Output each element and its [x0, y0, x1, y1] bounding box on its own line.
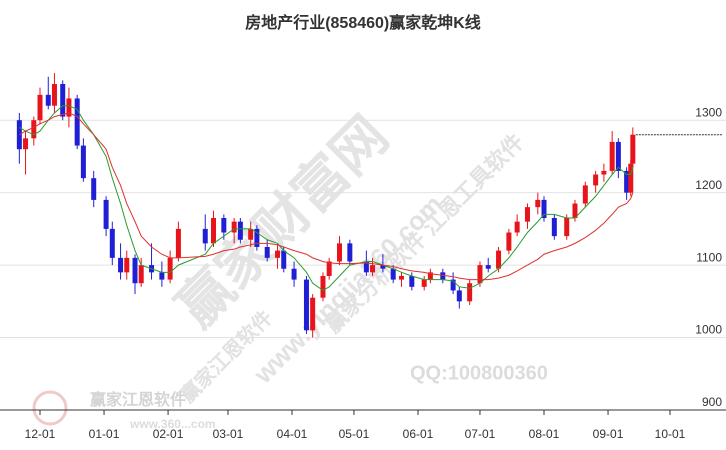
- x-tick-label: 09-01: [593, 427, 624, 441]
- candle-body: [615, 141, 621, 171]
- candle-body: [398, 275, 404, 280]
- x-tick-label: 06-01: [403, 427, 434, 441]
- candle-body: [159, 272, 165, 280]
- candle-body: [363, 261, 369, 273]
- candle-body: [211, 218, 217, 244]
- y-tick-label: 1100: [696, 250, 722, 264]
- candle-body: [31, 120, 37, 139]
- candle-body: [535, 199, 541, 208]
- y-tick-label: 900: [702, 395, 722, 409]
- ma-line: [19, 105, 634, 292]
- candle-body: [564, 218, 570, 237]
- candle-body: [380, 265, 386, 269]
- y-tick-label: 1200: [695, 178, 722, 192]
- x-tick-label: 02-01: [153, 427, 184, 441]
- candle-body: [37, 94, 43, 121]
- x-tick-label: 03-01: [213, 427, 244, 441]
- candle-body: [370, 265, 376, 273]
- candle-body: [303, 279, 309, 331]
- logo: [32, 390, 68, 426]
- candle-body: [506, 232, 512, 251]
- candle-body: [440, 272, 446, 280]
- y-tick-label: 1300: [695, 105, 722, 119]
- candle-body: [450, 279, 456, 291]
- y-tick-label: 1000: [695, 323, 722, 337]
- x-tick-label: 08-01: [529, 427, 560, 441]
- candle-body: [91, 178, 97, 200]
- candle-body: [51, 83, 57, 106]
- candle-body: [630, 134, 636, 164]
- x-tick-label: 04-01: [277, 427, 308, 441]
- candle-body: [477, 265, 483, 284]
- candle-body: [390, 268, 396, 280]
- candle-body: [237, 221, 243, 240]
- candle-body: [496, 250, 502, 269]
- candle-body: [254, 228, 260, 247]
- candle-body: [202, 228, 208, 244]
- candle-body: [601, 170, 607, 175]
- candle-body: [347, 243, 353, 262]
- x-tick-label: 12-01: [25, 427, 56, 441]
- candle-body: [167, 257, 173, 280]
- candle-body: [221, 218, 227, 233]
- candle-body: [485, 265, 491, 269]
- candle-body: [624, 170, 630, 193]
- x-tick-label: 10-01: [655, 427, 686, 441]
- candle-body: [124, 257, 130, 273]
- candle-body: [291, 268, 297, 280]
- candle-body: [320, 275, 326, 298]
- candle-body: [60, 83, 66, 117]
- candle-body: [248, 228, 254, 240]
- x-tick-label: 07-01: [465, 427, 496, 441]
- candle-body: [281, 250, 287, 269]
- x-tick-label: 05-01: [339, 427, 370, 441]
- watermark: 赢家江恩软件: [90, 390, 186, 409]
- candle-body: [628, 163, 634, 193]
- candle-body: [609, 141, 615, 171]
- watermark: QQ:100800360: [410, 362, 548, 384]
- candle-body: [118, 257, 124, 273]
- candle-body: [231, 221, 237, 233]
- candle-body: [175, 228, 181, 258]
- candle-body: [421, 279, 427, 287]
- candle-body: [551, 218, 557, 237]
- candle-body: [138, 265, 144, 284]
- candle-body: [23, 138, 29, 150]
- candle-body: [132, 257, 138, 284]
- candle-body: [427, 272, 433, 280]
- candle-body: [456, 290, 462, 302]
- candle-body: [74, 98, 80, 146]
- candle-body: [593, 174, 599, 186]
- candle-body: [275, 250, 281, 258]
- candle-body: [103, 199, 109, 229]
- candle-body: [572, 203, 578, 219]
- candle-body: [66, 98, 72, 117]
- candle-body: [45, 94, 51, 106]
- candle-body: [264, 246, 270, 258]
- watermark: www.360...com: [129, 417, 216, 431]
- candle-body: [467, 283, 473, 302]
- candle-body: [310, 297, 316, 331]
- candle-body: [541, 199, 547, 219]
- candle-body: [80, 145, 86, 179]
- candle-body: [326, 261, 332, 276]
- watermarks: 赢家财富网 赢家分析软件 江恩工具软件 www.yingjia360.com 赢…: [32, 105, 548, 431]
- x-tick-label: 01-01: [89, 427, 120, 441]
- candle-body: [524, 207, 530, 222]
- candle-body: [409, 275, 415, 287]
- candle-body: [514, 221, 520, 233]
- candle-body: [337, 243, 343, 262]
- ma-line: [19, 112, 634, 281]
- candle-body: [582, 185, 588, 204]
- chart-title: 房地产行业(858460)赢家乾坤K线: [245, 13, 481, 32]
- candle-body: [109, 228, 115, 258]
